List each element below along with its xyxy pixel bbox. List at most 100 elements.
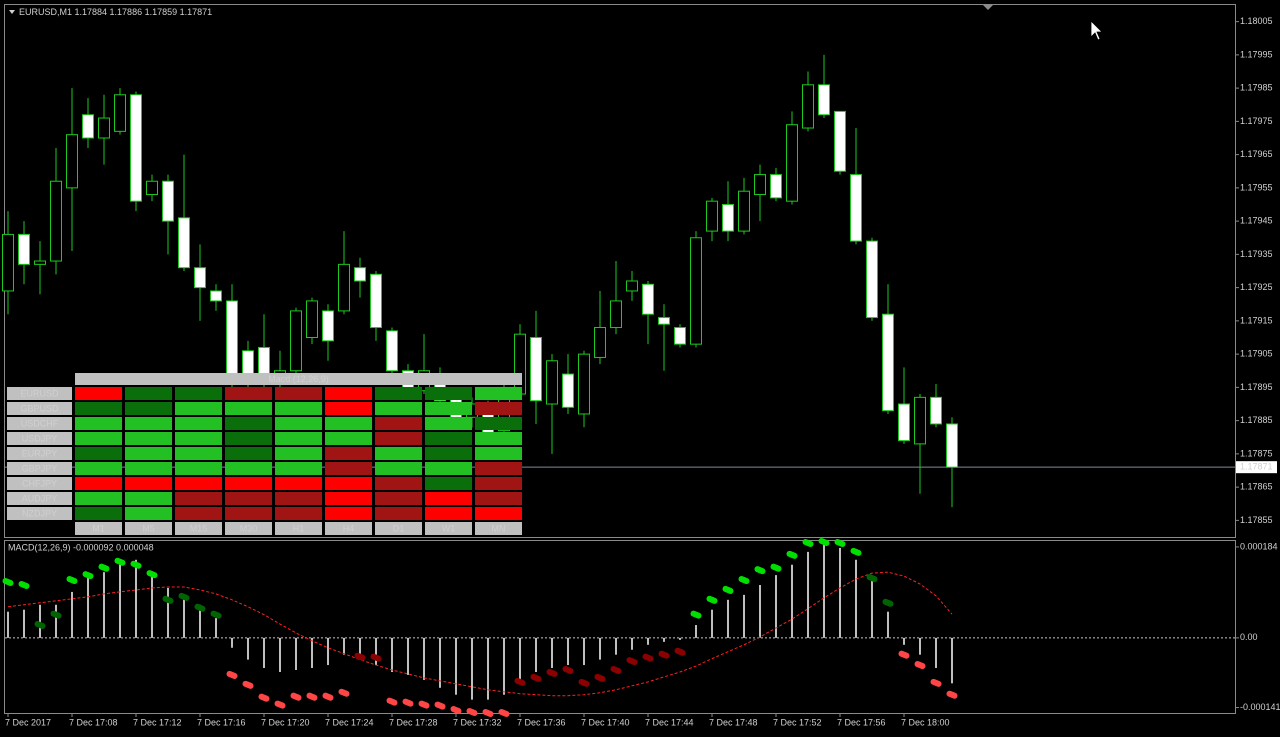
candle-body (178, 217, 190, 269)
matrix-cell (375, 387, 422, 400)
matrix-cell (325, 432, 372, 445)
matrix-cell (175, 507, 222, 520)
y-tick-label: 1.17935 (1240, 249, 1273, 259)
matrix-cell (175, 432, 222, 445)
column-label-bg (75, 522, 122, 535)
row-label: GBPUSD (20, 403, 59, 413)
candle-body (130, 94, 142, 202)
y-tick-label: 1.17895 (1240, 382, 1273, 392)
candle-body (162, 180, 174, 222)
matrix-cell (125, 477, 172, 490)
candle-body (50, 180, 62, 262)
macd-dot (546, 668, 558, 677)
y-tick-label: 1.17855 (1240, 515, 1273, 525)
candle-body (370, 273, 382, 329)
column-label-bg (125, 522, 172, 535)
macd-dot (242, 680, 254, 689)
macd-dot (98, 563, 110, 572)
column-label-bg (425, 522, 472, 535)
macd-dot (34, 621, 46, 630)
candle-body (834, 110, 846, 172)
matrix-cell (275, 447, 322, 460)
matrix-cell (275, 492, 322, 505)
row-label: CHFJPY (22, 478, 57, 488)
macd-dot (306, 692, 318, 701)
matrix-cell (225, 417, 272, 430)
candle-body (818, 84, 830, 116)
matrix-cell (275, 507, 322, 520)
matrix-cell (125, 417, 172, 430)
macd-dot (930, 678, 942, 687)
matrix-cell (125, 432, 172, 445)
matrix-cell (375, 432, 422, 445)
y-tick-label: 0.000184 (1240, 541, 1278, 551)
matrix-cell (325, 492, 372, 505)
matrix-cell (475, 477, 522, 490)
macd-matrix: Macd (12,26,9) EURUSD GBPUSD USDCHF USDJPY EU… (7, 373, 522, 535)
column-label: M15 (190, 523, 208, 533)
column-label-bg (475, 522, 522, 535)
candle-body (98, 117, 110, 139)
candle-body (66, 134, 78, 189)
matrix-cell (475, 507, 522, 520)
row-label-bg (7, 432, 72, 445)
matrix-cell (125, 447, 172, 460)
y-tick-label: 1.17995 (1240, 49, 1273, 59)
x-tick-label: 7 Dec 17:52 (773, 717, 822, 727)
candle-body (114, 94, 126, 132)
y-tick-label: 1.17975 (1240, 116, 1273, 126)
price-chart: 1.17855 1.17865 1.17875 1.17885 1.17895 1.179… (2, 16, 1277, 525)
x-tick-label: 7 Dec 17:28 (389, 717, 438, 727)
candle-body (770, 174, 782, 199)
x-tick-label: 7 Dec 17:08 (69, 717, 118, 727)
macd-dot (802, 538, 814, 547)
matrix-cell (175, 447, 222, 460)
row-label: USDCHF (21, 418, 59, 428)
x-tick-label: 7 Dec 17:56 (837, 717, 886, 727)
y-tick-label: 1.18005 (1240, 16, 1273, 26)
macd-dot (338, 688, 350, 697)
matrix-cell (475, 462, 522, 475)
macd-dot (498, 709, 510, 717)
candle-body (210, 290, 222, 302)
macd-dot (738, 576, 750, 585)
signal-line (7, 571, 953, 697)
matrix-cell (225, 462, 272, 475)
column-label-bg (175, 522, 222, 535)
candle-body (642, 283, 654, 315)
matrix-cell (475, 492, 522, 505)
candle-body (386, 330, 398, 372)
matrix-cell (175, 462, 222, 475)
candle-body (594, 327, 606, 358)
candle-body (866, 240, 878, 319)
matrix-cell (125, 507, 172, 520)
macd-dot (770, 563, 782, 572)
macd-dot (210, 610, 222, 619)
y-tick-label: 1.17955 (1240, 182, 1273, 192)
shift-marker[interactable] (983, 5, 993, 10)
candle-body (946, 423, 958, 468)
matrix-cell (375, 477, 422, 490)
matrix-cell (75, 462, 122, 475)
row-label: EURUSD (20, 388, 59, 398)
macd-dot (290, 692, 302, 701)
chart-menu-arrow[interactable] (9, 10, 15, 14)
row-label: EURJPY (22, 448, 58, 458)
y-tick-label: 1.17915 (1240, 315, 1273, 325)
row-label: USDJPY (22, 433, 58, 443)
candle-body (930, 396, 942, 425)
candle-body (674, 327, 686, 345)
matrix-cell (375, 492, 422, 505)
y-tick-label: 1.17865 (1240, 482, 1273, 492)
matrix-cell (375, 447, 422, 460)
candle-body (354, 267, 366, 282)
matrix-cell (475, 447, 522, 460)
candle-body (18, 233, 30, 265)
macd-dot (322, 692, 334, 701)
x-tick-label: 7 Dec 18:00 (901, 717, 950, 727)
matrix-cell (425, 447, 472, 460)
chart-title: EURUSD,M1 1.17884 1.17886 1.17859 1.1787… (19, 7, 212, 17)
macd-dot (914, 661, 926, 670)
